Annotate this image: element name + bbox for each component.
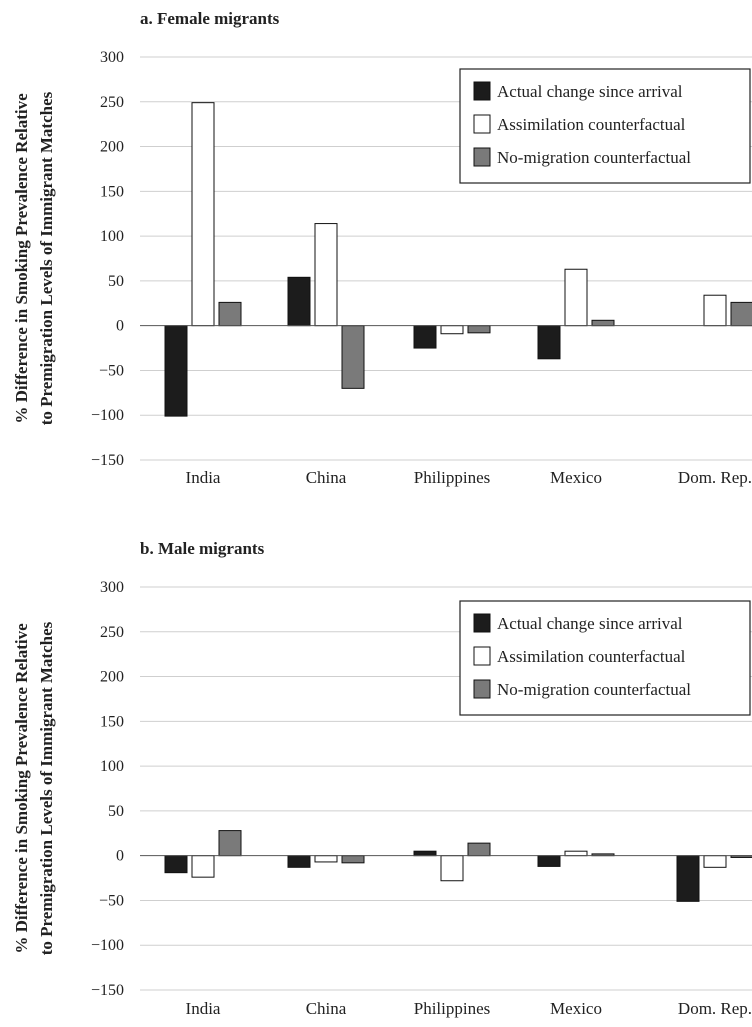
bar bbox=[467, 325, 491, 334]
y-tick-label: 100 bbox=[100, 758, 124, 775]
legend-swatch bbox=[473, 613, 491, 633]
bar bbox=[191, 102, 215, 327]
y-tick-label: −100 bbox=[91, 937, 124, 954]
legend-label: Assimilation counterfactual bbox=[497, 115, 686, 134]
x-category-label: China bbox=[306, 468, 347, 487]
y-tick-label: −50 bbox=[99, 362, 124, 379]
bar bbox=[564, 850, 588, 857]
y-tick-label: −150 bbox=[91, 452, 124, 469]
bar bbox=[191, 855, 215, 878]
x-category-label: Dom. Rep. bbox=[678, 999, 752, 1018]
y-axis-label-line: to Premigration Levels of Immigrant Matc… bbox=[37, 621, 56, 955]
x-category-label: Dom. Rep. bbox=[678, 468, 752, 487]
legend-label: Assimilation counterfactual bbox=[497, 647, 686, 666]
bar bbox=[341, 855, 365, 864]
y-tick-label: 0 bbox=[116, 318, 124, 335]
x-category-label: Mexico bbox=[550, 999, 602, 1018]
bar bbox=[730, 301, 752, 327]
legend-box bbox=[459, 68, 751, 184]
bar bbox=[591, 319, 615, 327]
legend-label: Actual change since arrival bbox=[497, 614, 683, 633]
bar bbox=[341, 325, 365, 389]
legend-label: Actual change since arrival bbox=[497, 82, 683, 101]
x-category-label: Philippines bbox=[414, 468, 491, 487]
bar bbox=[314, 855, 338, 863]
legend-swatch bbox=[473, 147, 491, 167]
y-tick-label: 50 bbox=[108, 803, 124, 820]
legend-box bbox=[459, 600, 751, 716]
legend-swatch bbox=[473, 679, 491, 699]
bar bbox=[413, 325, 437, 349]
x-category-label: Mexico bbox=[550, 468, 602, 487]
bar bbox=[467, 842, 491, 857]
panel-title: b. Male migrants bbox=[140, 539, 265, 558]
bar bbox=[440, 325, 464, 335]
y-axis-label-line: % Difference in Smoking Prevalence Relat… bbox=[12, 623, 31, 954]
bar bbox=[218, 830, 242, 857]
bar bbox=[537, 855, 561, 867]
bar bbox=[164, 855, 188, 874]
y-axis-label: % Difference in Smoking Prevalence Relat… bbox=[12, 91, 56, 425]
bar bbox=[440, 855, 464, 882]
x-category-label: India bbox=[186, 468, 221, 487]
legend-swatch bbox=[473, 81, 491, 101]
bar bbox=[287, 855, 311, 868]
legend-label: No-migration counterfactual bbox=[497, 680, 691, 699]
bar bbox=[564, 268, 588, 327]
panel-male-migrants: b. Male migrants % Difference in Smoking … bbox=[12, 539, 752, 1018]
y-axis-label-line: % Difference in Smoking Prevalence Relat… bbox=[12, 93, 31, 424]
legend-swatch bbox=[473, 114, 491, 134]
y-tick-label: 150 bbox=[100, 183, 124, 200]
bar bbox=[287, 276, 311, 327]
y-tick-label: −50 bbox=[99, 892, 124, 909]
y-axis-label-line: to Premigration Levels of Immigrant Matc… bbox=[37, 91, 56, 425]
y-tick-label: −100 bbox=[91, 407, 124, 424]
legend: Actual change since arrival Assimilation … bbox=[459, 68, 751, 184]
bar bbox=[676, 855, 700, 902]
bar bbox=[218, 301, 242, 327]
x-category-label: China bbox=[306, 999, 347, 1018]
y-tick-label: 50 bbox=[108, 273, 124, 290]
legend-swatch bbox=[473, 646, 491, 666]
y-tick-label: 200 bbox=[100, 139, 124, 156]
panel-title: a. Female migrants bbox=[140, 9, 280, 28]
y-tick-label: 250 bbox=[100, 94, 124, 111]
bar bbox=[164, 325, 188, 417]
bar bbox=[703, 294, 727, 327]
legend: Actual change since arrival Assimilation … bbox=[459, 600, 751, 716]
x-category-label: India bbox=[186, 999, 221, 1018]
y-axis-label: % Difference in Smoking Prevalence Relat… bbox=[12, 621, 56, 955]
y-tick-label: −150 bbox=[91, 982, 124, 999]
y-tick-label: 150 bbox=[100, 713, 124, 730]
legend-label: No-migration counterfactual bbox=[497, 148, 691, 167]
y-tick-label: 300 bbox=[100, 579, 124, 596]
bar bbox=[703, 855, 727, 868]
y-tick-label: 300 bbox=[100, 49, 124, 66]
y-tick-label: 0 bbox=[116, 848, 124, 865]
y-tick-label: 100 bbox=[100, 228, 124, 245]
panel-female-migrants: a. Female migrants % Difference in Smokin… bbox=[12, 9, 752, 487]
bar bbox=[413, 850, 437, 857]
y-tick-label: 200 bbox=[100, 669, 124, 686]
y-tick-label: 250 bbox=[100, 624, 124, 641]
x-category-label: Philippines bbox=[414, 999, 491, 1018]
bar bbox=[314, 223, 338, 327]
bar bbox=[537, 325, 561, 360]
